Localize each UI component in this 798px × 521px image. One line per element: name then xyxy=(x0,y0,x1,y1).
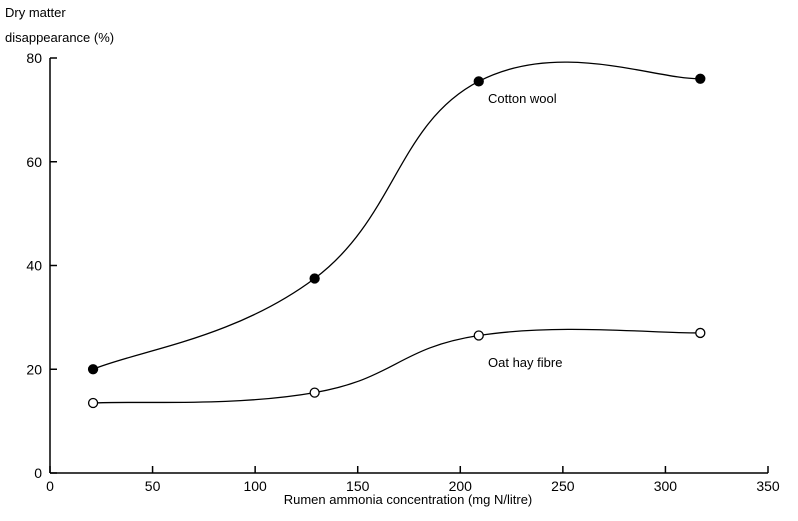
x-tick-label: 0 xyxy=(46,478,54,494)
y-tick-label: 0 xyxy=(34,465,42,481)
axes xyxy=(49,58,768,474)
y-axis-title-line-1: Dry matter xyxy=(5,5,66,20)
x-tick-label: 300 xyxy=(654,478,678,494)
y-tick-label: 20 xyxy=(26,361,42,377)
x-tick-label: 100 xyxy=(243,478,267,494)
series-line-cotton-wool xyxy=(92,61,701,370)
data-point-cotton-wool xyxy=(473,76,484,87)
x-tick-label: 250 xyxy=(551,478,575,494)
x-tick-label: 350 xyxy=(756,478,780,494)
data-point-oat-hay-fibre xyxy=(473,330,484,341)
x-ticks: 0 50 100 150 200 250 300 350 xyxy=(46,466,780,494)
series-label-oat-hay-fibre: Oat hay fibre xyxy=(488,355,562,370)
x-tick-label: 200 xyxy=(449,478,473,494)
x-tick-label: 50 xyxy=(145,478,161,494)
y-tick-label: 40 xyxy=(26,258,42,274)
data-point-cotton-wool xyxy=(87,364,99,375)
data-point-cotton-wool xyxy=(695,73,706,84)
x-tick-label: 150 xyxy=(346,478,370,494)
y-tick-label: 60 xyxy=(26,154,42,170)
series-label-cotton-wool: Cotton wool xyxy=(488,91,557,106)
series-line-oat-hay-fibre xyxy=(93,328,701,404)
y-tick-label: 80 xyxy=(26,50,42,66)
y-ticks: 0 20 40 60 80 xyxy=(26,50,57,481)
series xyxy=(87,61,706,409)
data-point-cotton-wool xyxy=(309,273,320,284)
x-axis-title: Rumen ammonia concentration (mg N/litre) xyxy=(284,492,533,507)
data-point-oat-hay-fibre xyxy=(87,397,99,409)
data-point-oat-hay-fibre xyxy=(695,327,706,339)
data-point-oat-hay-fibre xyxy=(309,387,320,398)
y-axis-title-line-2: disappearance (%) xyxy=(5,30,114,45)
